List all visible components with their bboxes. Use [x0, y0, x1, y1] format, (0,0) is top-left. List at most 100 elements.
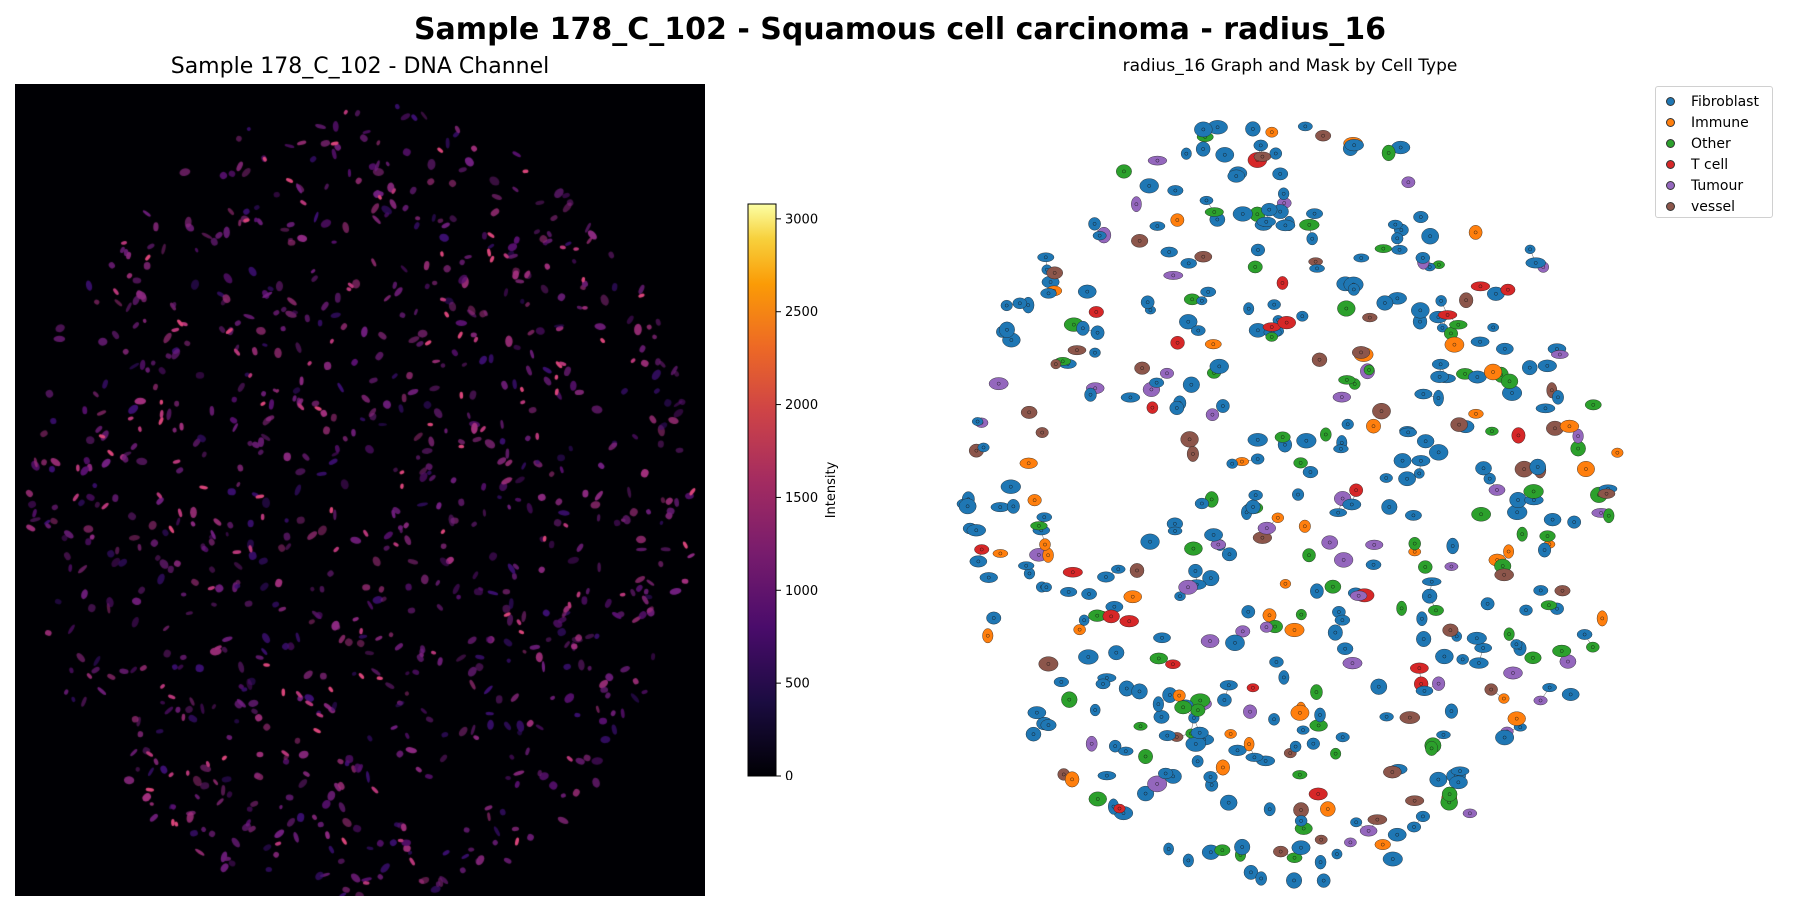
cell-node	[1372, 543, 1377, 547]
colorbar-tick-label: 3000	[785, 212, 818, 227]
cell-node	[1114, 650, 1119, 655]
cell-node	[1226, 800, 1231, 805]
cell-node	[1481, 466, 1486, 471]
legend-marker	[1666, 97, 1675, 106]
cell-node	[1075, 348, 1079, 352]
cell-node	[1067, 697, 1072, 702]
cell-node	[1447, 792, 1452, 796]
cell-node	[1278, 172, 1283, 176]
cell-node	[1502, 696, 1506, 701]
cell-node	[1251, 505, 1255, 509]
cell-node	[1560, 588, 1565, 593]
cell-node	[1412, 541, 1417, 546]
cell-node	[1005, 327, 1009, 332]
cell-node	[986, 575, 991, 580]
cell-node	[1333, 751, 1338, 756]
cell-node	[1395, 236, 1400, 241]
legend-item-other: Other	[1656, 133, 1772, 154]
cell-node	[1190, 297, 1194, 302]
cell-node	[1345, 378, 1349, 382]
cell-node	[1259, 876, 1263, 881]
legend-label: Tumour	[1691, 177, 1744, 194]
cell-node	[1233, 641, 1237, 645]
cell-node	[1052, 271, 1057, 275]
legend-label: Immune	[1691, 114, 1749, 131]
cell-node	[1408, 715, 1412, 720]
cell-node	[1187, 437, 1192, 442]
cell-node	[1186, 319, 1191, 324]
cell-node	[1458, 769, 1462, 773]
cell-node	[1043, 255, 1048, 260]
cell-node	[1450, 544, 1455, 548]
cell-node	[1147, 184, 1152, 188]
cell-node	[1463, 372, 1467, 376]
cell-masks	[956, 120, 1624, 889]
colorbar-ticks: 0 500 1000 1500 2000 2500 3000	[776, 212, 818, 780]
cell-node	[1027, 410, 1031, 415]
cell-node	[1155, 158, 1160, 163]
cell-node	[1464, 298, 1468, 303]
cell-node	[1584, 467, 1588, 471]
cell-node	[1384, 476, 1389, 480]
cell-node	[1197, 730, 1202, 735]
cell-node	[1060, 359, 1065, 364]
cell-node	[1421, 392, 1426, 396]
cell-node	[1298, 710, 1302, 715]
cell-node	[1171, 662, 1175, 667]
cell-node	[1448, 628, 1453, 632]
cell-node	[985, 633, 990, 638]
cell-node	[1311, 741, 1316, 746]
cell-node	[1042, 515, 1047, 519]
cell-node	[1399, 606, 1404, 611]
cell-node	[1148, 539, 1152, 544]
cell-node	[1255, 212, 1260, 217]
cell-node	[1274, 660, 1279, 664]
cell-node	[1479, 512, 1483, 517]
cell-node	[1135, 568, 1139, 573]
cell-node	[1278, 209, 1282, 214]
cell-node	[1027, 571, 1032, 576]
cell-node	[1264, 625, 1269, 629]
cell-node	[1550, 517, 1555, 522]
cell-node	[1301, 826, 1306, 831]
cell-node	[1208, 576, 1213, 580]
cell-node	[1113, 744, 1117, 748]
cell-node	[1044, 585, 1049, 590]
cell-node	[1066, 590, 1071, 594]
cell-node	[1222, 698, 1227, 702]
cell-node	[1321, 878, 1326, 883]
cell-node	[1046, 723, 1051, 727]
cell-node	[1456, 780, 1461, 785]
cell-node	[1193, 742, 1198, 746]
cell-node	[1390, 857, 1395, 861]
cell-node	[1154, 380, 1159, 385]
cell-node	[1412, 825, 1416, 829]
cell-node	[1419, 682, 1423, 686]
cell-node	[1417, 471, 1422, 476]
colorbar-tick-label: 0	[785, 770, 793, 781]
cell-node	[1429, 579, 1434, 584]
cell-node	[1558, 352, 1562, 357]
cell-node	[1449, 564, 1454, 569]
cell-node	[1276, 515, 1280, 520]
cell-node	[1101, 682, 1105, 686]
cell-node	[1502, 573, 1506, 577]
cell-node	[1340, 618, 1345, 622]
cell-node	[1186, 858, 1191, 863]
cell-node	[1204, 198, 1209, 203]
cell-node	[1208, 639, 1212, 643]
cell-node	[1148, 308, 1153, 312]
cell-node	[1273, 624, 1277, 629]
cell-node	[1538, 698, 1543, 703]
cell-node	[1123, 749, 1128, 754]
cell-node	[1490, 429, 1494, 434]
cell-node	[1240, 459, 1244, 464]
cell-node	[1439, 299, 1443, 303]
legend-marker	[1666, 181, 1675, 190]
cell-node	[1308, 470, 1313, 474]
cell-node	[1307, 553, 1311, 558]
cell-node	[1046, 291, 1051, 296]
cell-node	[1489, 687, 1493, 692]
cell-node	[1175, 406, 1179, 410]
cell-node	[1070, 777, 1074, 782]
